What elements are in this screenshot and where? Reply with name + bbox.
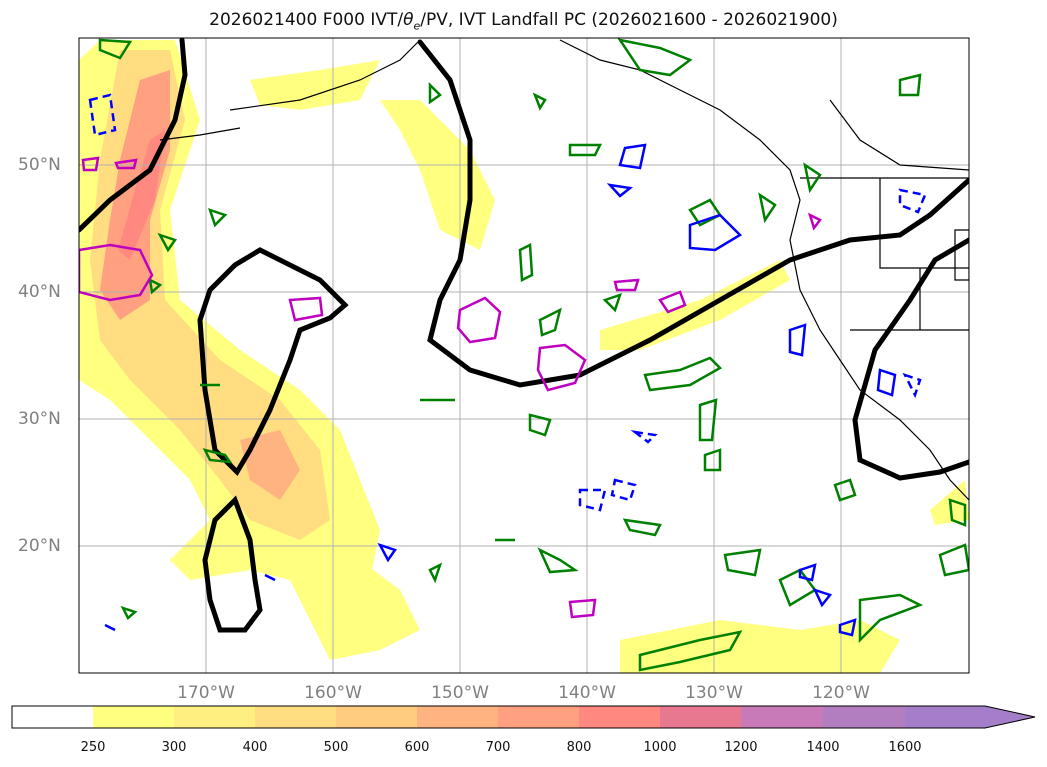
lon-label-120w: 120°W [812,683,870,703]
theta-e-contours [98,38,969,672]
map-title: 2026021400 F000 IVT/θe/PV, IVT Landfall … [209,10,838,33]
colorbar-bin [660,706,741,728]
colorbar [11,705,1036,729]
colorbar-bin [741,706,823,728]
colorbar-bin [336,706,417,728]
colorbar-tick-300: 300 [161,740,187,755]
colorbar-tick-1600: 1600 [888,740,922,755]
colorbar-bin [823,706,905,728]
colorbar-bin [579,706,660,728]
colorbar-bin [255,706,336,728]
colorbar-tick-700: 700 [485,740,511,755]
colorbar-tick-400: 400 [242,740,268,755]
ivt-shading [79,40,969,673]
pc-contours [79,38,969,633]
map-frame [78,37,970,674]
lat-label-30n: 30°N [18,409,61,429]
colorbar-tick-500: 500 [323,740,349,755]
coastlines [159,39,969,501]
colorbar-bin [93,706,174,728]
colorbar-bin [498,706,579,728]
lon-label-170w: 170°W [177,683,235,703]
lat-label-40n: 40°N [18,282,61,302]
lon-label-130w: 130°W [685,683,743,703]
colorbar-extend-arrow [905,706,1035,728]
lon-label-160w: 160°W [304,683,362,703]
colorbar-tick-250: 250 [80,740,106,755]
lat-label-50n: 50°N [18,155,61,175]
colorbar-tick-1200: 1200 [724,740,758,755]
colorbar-tick-1000: 1000 [643,740,677,755]
colorbar-bin [417,706,498,728]
colorbar-bin [12,706,93,728]
pv-negative-contours [88,93,927,637]
lat-label-20n: 20°N [18,536,61,556]
colorbar-tick-600: 600 [404,740,430,755]
colorbar-bin [174,706,255,728]
colorbar-tick-800: 800 [566,740,592,755]
pv-positive-contours [79,156,822,619]
lon-label-140w: 140°W [558,683,616,703]
lon-label-150w: 150°W [431,683,489,703]
colorbar-tick-1400: 1400 [806,740,840,755]
